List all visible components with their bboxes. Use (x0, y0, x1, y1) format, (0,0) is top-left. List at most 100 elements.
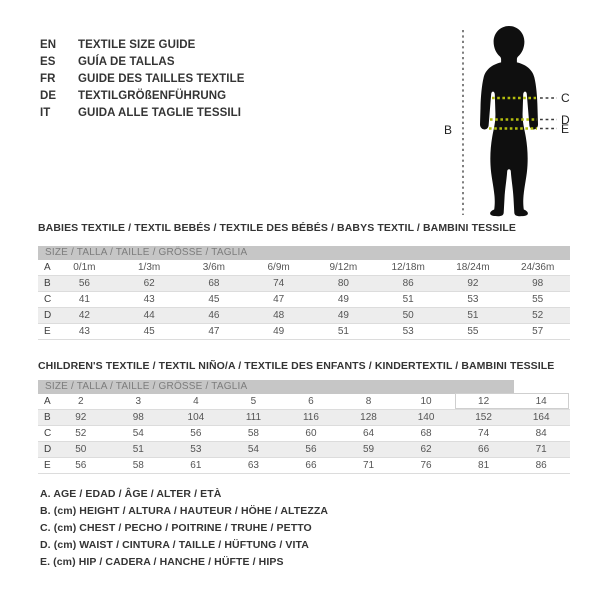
language-title: GUIDA ALLE TAGLIE TESSILI (78, 107, 242, 119)
table-cell: 80 (311, 275, 376, 292)
row-label: E (38, 323, 52, 340)
table-cell: 62 (116, 275, 182, 292)
language-code: IT (40, 107, 51, 119)
table-cell: 56 (282, 441, 340, 458)
table-cell: 10 (397, 394, 455, 410)
children-size-table: A 2 3 4 5 6 8 10 12 14 B 92 98 104 111 116 128 140 152 164 C… (38, 394, 570, 474)
table-row: A 0/1m 1/3m 3/6m 6/9m 9/12m 12/18m 18/24m 24/36m (38, 260, 570, 276)
size-header-label: SIZE / TALLA / TAILLE / GRÖSSE / TAGLIA (45, 247, 248, 258)
table-cell: 47 (246, 291, 311, 308)
table-cell: 12 (454, 394, 513, 410)
table-row: A 2 3 4 5 6 8 10 12 14 (38, 394, 570, 410)
table-cell: 68 (397, 425, 455, 442)
row-label: A (38, 260, 52, 276)
table-row: B 56 62 68 74 80 86 92 98 (38, 275, 570, 292)
child-silhouette-icon (479, 25, 539, 217)
table-cell: 68 (181, 275, 247, 292)
table-cell: 98 (109, 409, 168, 426)
table-cell: 64 (339, 425, 398, 442)
table-cell: 6 (282, 394, 340, 410)
table-cell: 6/9m (246, 260, 311, 276)
table-cell: 12/18m (375, 260, 441, 276)
table-cell: 0/1m (52, 260, 117, 276)
row-label: E (38, 457, 52, 474)
table-cell: 140 (397, 409, 455, 426)
table-cell: 98 (505, 275, 570, 292)
babies-textile-section: BABIES TEXTILE / TEXTIL BEBÉS / TEXTILE … (38, 222, 570, 340)
table-cell: 56 (167, 425, 225, 442)
table-cell: 14 (512, 394, 570, 410)
table-cell: 60 (282, 425, 340, 442)
table-row: E 56 58 61 63 66 71 76 81 86 (38, 457, 570, 474)
table-cell: 116 (282, 409, 340, 426)
row-label: C (38, 425, 52, 442)
table-cell: 50 (375, 307, 441, 324)
table-row: E 43 45 47 49 51 53 55 57 (38, 323, 570, 340)
table-cell: 49 (311, 307, 376, 324)
table-cell: 51 (375, 291, 441, 308)
size-header-label: SIZE / TALLA / TAILLE / GRÖSSE / TAGLIA (45, 381, 248, 392)
table-row: C 52 54 56 58 60 64 68 74 84 (38, 425, 570, 442)
table-cell: 52 (52, 425, 110, 442)
table-cell: 45 (116, 323, 182, 340)
table-cell: 2 (52, 394, 110, 410)
legend-line: C. (cm) CHEST / PECHO / POITRINE / TRUHE… (40, 522, 312, 534)
list-item: DE TEXTILGRÖßENFÜHRUNG (40, 88, 245, 105)
table-row: B 92 98 104 111 116 128 140 152 164 (38, 409, 570, 426)
table-cell: 55 (505, 291, 570, 308)
section-title: CHILDREN'S TEXTILE / TEXTIL NIÑO/A / TEX… (38, 360, 555, 372)
babies-size-table: A 0/1m 1/3m 3/6m 6/9m 9/12m 12/18m 18/24m 24/36m… (38, 260, 570, 340)
table-row: D 42 44 46 48 49 50 51 52 (38, 307, 570, 324)
table-cell: 54 (224, 441, 283, 458)
language-title-list: EN TEXTILE SIZE GUIDE ES GUÍA DE TALLAS FR… (40, 37, 245, 122)
table-cell: 74 (454, 425, 513, 442)
legend-line: A. AGE / EDAD / ÂGE / ALTER / ETÀ (40, 488, 222, 500)
header-bar-notch (514, 380, 570, 394)
height-label: B (444, 123, 452, 137)
list-item: IT GUIDA ALLE TAGLIE TESSILI (40, 105, 245, 122)
row-label: D (38, 307, 52, 324)
measurement-legend: A. AGE / EDAD / ÂGE / ALTER / ETÀ B. (cm… (40, 486, 328, 571)
table-cell: 54 (109, 425, 168, 442)
row-label: B (38, 409, 52, 426)
table-cell: 61 (167, 457, 225, 474)
language-title: TEXTILGRÖßENFÜHRUNG (78, 90, 227, 102)
table-cell: 128 (339, 409, 398, 426)
table-cell: 58 (224, 425, 283, 442)
language-code: FR (40, 73, 56, 85)
section-title: BABIES TEXTILE / TEXTIL BEBÉS / TEXTILE … (38, 222, 517, 234)
legend-line: E. (cm) HIP / CADERA / HANCHE / HÜFTE / … (40, 556, 284, 568)
table-cell: 48 (246, 307, 311, 324)
table-cell: 1/3m (116, 260, 182, 276)
size-header-bar: SIZE / TALLA / TAILLE / GRÖSSE / TAGLIA (38, 246, 570, 260)
table-cell: 76 (397, 457, 455, 474)
table-cell: 62 (397, 441, 455, 458)
child-silhouette-figure: B C D E (444, 25, 570, 217)
table-cell: 42 (52, 307, 117, 324)
language-code: EN (40, 39, 57, 51)
children-textile-section: CHILDREN'S TEXTILE / TEXTIL NIÑO/A / TEX… (38, 360, 570, 474)
table-cell: 9/12m (311, 260, 376, 276)
table-cell: 55 (440, 323, 506, 340)
list-item: EN TEXTILE SIZE GUIDE (40, 37, 245, 54)
table-cell: 86 (375, 275, 441, 292)
table-cell: 18/24m (440, 260, 506, 276)
table-cell: 92 (52, 409, 110, 426)
table-cell: 104 (167, 409, 225, 426)
table-cell: 57 (505, 323, 570, 340)
table-cell: 4 (167, 394, 225, 410)
table-cell: 41 (52, 291, 117, 308)
table-cell: 71 (512, 441, 570, 458)
language-code: ES (40, 56, 56, 68)
size-header-bar: SIZE / TALLA / TAILLE / GRÖSSE / TAGLIA (38, 380, 570, 394)
table-cell: 66 (282, 457, 340, 474)
table-cell: 84 (512, 425, 570, 442)
table-cell: 50 (52, 441, 110, 458)
row-label: C (38, 291, 52, 308)
list-item: FR GUIDE DES TAILLES TEXTILE (40, 71, 245, 88)
table-cell: 86 (512, 457, 570, 474)
table-cell: 49 (311, 291, 376, 308)
chest-label: C (561, 91, 570, 105)
table-cell: 164 (512, 409, 570, 426)
